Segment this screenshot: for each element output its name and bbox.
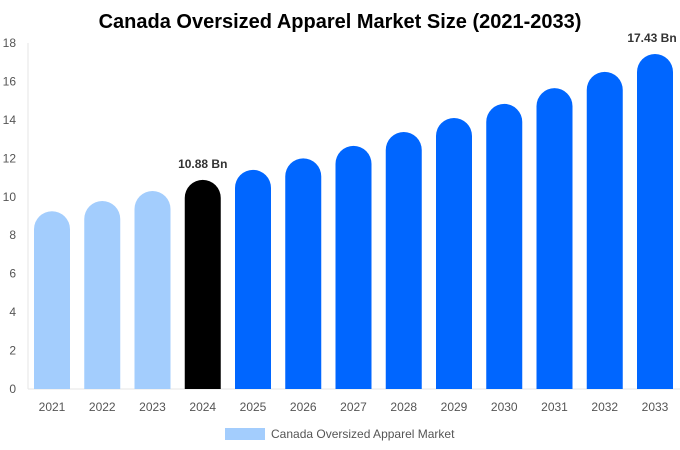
x-tick-label: 2023 (139, 400, 166, 414)
bar-2030[interactable] (486, 103, 523, 389)
x-tick-label: 2021 (39, 400, 66, 414)
y-tick-label: 12 (3, 151, 17, 165)
x-tick-label: 2031 (541, 400, 568, 414)
data-label: 17.43 Bn (627, 31, 676, 45)
legend-label[interactable]: Canada Oversized Apparel Market (271, 427, 455, 441)
y-tick-label: 16 (3, 74, 17, 88)
y-tick-label: 0 (9, 382, 16, 396)
y-tick-label: 18 (3, 36, 17, 50)
x-tick-label: 2024 (189, 400, 216, 414)
y-tick-label: 8 (9, 228, 16, 242)
y-tick-label: 4 (9, 305, 16, 319)
bar-2022[interactable] (84, 201, 121, 389)
bar-2028[interactable] (385, 131, 422, 389)
y-tick-label: 6 (9, 267, 16, 281)
x-tick-label: 2025 (240, 400, 267, 414)
bar-2029[interactable] (436, 117, 472, 389)
bar-2026[interactable] (285, 158, 322, 389)
x-tick-label: 2022 (89, 400, 116, 414)
y-tick-label: 14 (3, 113, 17, 127)
x-tick-label: 2027 (340, 400, 367, 414)
bar-2033[interactable] (637, 53, 673, 389)
bar-2024[interactable] (184, 179, 221, 389)
x-tick-label: 2026 (290, 400, 317, 414)
bar-2021[interactable] (34, 211, 70, 389)
x-tick-label: 2029 (441, 400, 468, 414)
x-tick-label: 2028 (390, 400, 417, 414)
bar-2025[interactable] (235, 169, 271, 389)
bar-2027[interactable] (335, 145, 372, 389)
x-tick-label: 2030 (491, 400, 518, 414)
bar-2032[interactable] (586, 71, 623, 389)
x-tick-label: 2032 (591, 400, 618, 414)
bar-2031[interactable] (536, 88, 573, 389)
data-label: 10.88 Bn (178, 157, 227, 171)
x-tick-label: 2033 (642, 400, 669, 414)
legend-swatch (225, 428, 265, 440)
y-tick-label: 10 (3, 190, 17, 204)
chart-title: Canada Oversized Apparel Market Size (20… (99, 11, 582, 33)
bar-2023[interactable] (134, 191, 171, 389)
y-tick-label: 2 (9, 344, 16, 358)
